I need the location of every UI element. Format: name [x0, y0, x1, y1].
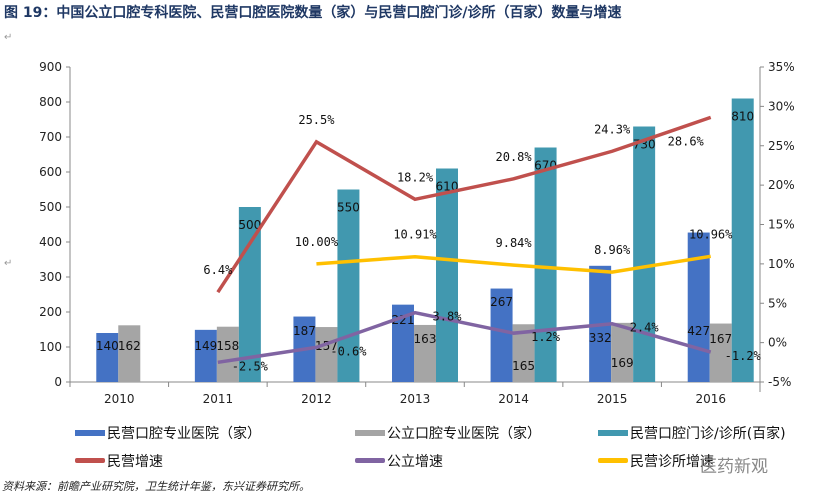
bar-0: [490, 288, 513, 382]
paragraph-mark: ↵: [4, 258, 13, 269]
bar-value-label: 162: [118, 339, 141, 353]
x-tick-label: 2015: [597, 392, 628, 406]
line-value-label: 9.84%: [496, 236, 533, 250]
line-value-label: 24.3%: [594, 122, 631, 136]
bar-value-label: 267: [490, 295, 513, 309]
legend-swatch: [75, 430, 105, 436]
line-value-label: -1.2%: [725, 349, 762, 363]
bar-value-label: 187: [293, 324, 316, 338]
bar-2: [534, 147, 557, 382]
line-value-label: 28.6%: [668, 134, 705, 148]
line-value-label: 10.96%: [689, 227, 733, 241]
x-tick-label: 2013: [400, 392, 431, 406]
bar-value-label: 169: [611, 356, 634, 370]
line-0: [216, 115, 712, 294]
line-value-label: 18.2%: [397, 170, 434, 184]
left-tick-label: 900: [39, 60, 62, 74]
left-tick-label: 0: [54, 375, 62, 389]
right-tick-label: 30%: [768, 99, 795, 113]
bar-value-label: 149: [194, 339, 217, 353]
bar-value-label: 167: [709, 332, 732, 346]
bar-value-label: 332: [589, 331, 612, 345]
bar-2: [731, 98, 754, 382]
right-tick-label: 5%: [768, 296, 787, 310]
bar-0: [194, 329, 217, 382]
line-2: [316, 254, 711, 274]
legend-swatch: [355, 458, 385, 463]
legend-swatch: [355, 430, 385, 436]
left-tick-label: 400: [39, 235, 62, 249]
left-tick-label: 700: [39, 130, 62, 144]
bar-0: [392, 304, 414, 382]
legend-label: 公立增速: [387, 454, 443, 470]
x-tick-label: 2010: [104, 392, 135, 406]
bar-value-label: 427: [687, 324, 710, 338]
right-tick-label: 15%: [768, 218, 795, 232]
bar-value-label: 158: [216, 339, 239, 353]
line-value-label: 10.91%: [393, 228, 437, 242]
line-value-label: 8.96%: [594, 243, 631, 257]
right-tick-label: 20%: [768, 178, 795, 192]
line-value-label: 2.4%: [630, 321, 660, 335]
x-tick-label: 2014: [498, 392, 529, 406]
legend-swatch: [598, 430, 628, 436]
right-tick-label: 25%: [768, 139, 795, 153]
bar-1: [118, 325, 141, 382]
bar-value-label: 550: [337, 201, 360, 215]
left-tick-label: 300: [39, 270, 62, 284]
bar-0: [687, 232, 710, 382]
watermark: 医药新观: [700, 457, 768, 477]
legend-label: 民营口腔门诊/诊所(百家): [630, 425, 786, 442]
line-value-label: 10.00%: [295, 235, 339, 249]
right-tick-label: 0%: [768, 336, 787, 350]
x-tick-label: 2011: [203, 392, 234, 406]
left-tick-label: 200: [39, 305, 62, 319]
line-value-label: -2.5%: [232, 359, 269, 373]
left-tick-label: 500: [39, 200, 62, 214]
line-value-label: 1.2%: [531, 330, 561, 344]
x-tick-label: 2016: [695, 392, 726, 406]
bar-1: [709, 323, 732, 382]
bar-0: [96, 333, 119, 382]
line-1: [217, 310, 712, 365]
bar-value-label: 810: [731, 110, 754, 124]
bar-2: [633, 126, 656, 382]
bar-1: [216, 326, 239, 382]
bar-value-label: 163: [414, 332, 437, 346]
source-note: 资料来源：前瞻产业研究院，卫生统计年鉴，东兴证券研究所。: [2, 480, 310, 493]
right-tick-label: -5%: [768, 375, 791, 389]
left-tick-label: 600: [39, 165, 62, 179]
line-value-label: 6.4%: [203, 263, 233, 277]
legend-label: 民营增速: [107, 454, 163, 470]
line-value-label: -0.6%: [330, 344, 367, 358]
bar-value-label: 140: [96, 339, 119, 353]
bar-2: [436, 168, 458, 382]
line-value-label: 25.5%: [298, 113, 335, 127]
bar-1: [611, 322, 634, 382]
bar-value-label: 165: [512, 359, 535, 373]
legend-label: 民营诊所增速: [630, 454, 714, 470]
bar-value-label: 500: [238, 218, 261, 232]
chart-title: 图 19：中国公立口腔专科医院、民营口腔医院数量（家）与民营口腔门诊/诊所（百家…: [4, 5, 622, 21]
left-tick-label: 800: [39, 95, 62, 109]
right-tick-label: 35%: [768, 60, 795, 74]
left-tick-label: 100: [39, 340, 62, 354]
line-value-label: 3.8%: [433, 310, 463, 324]
legend-label: 公立口腔专业医院（家）: [387, 425, 541, 442]
bar-1: [414, 324, 436, 382]
right-tick-label: 10%: [768, 257, 795, 271]
bar-1: [512, 324, 535, 382]
paragraph-mark: ↵: [4, 32, 13, 43]
line-value-label: 20.8%: [496, 150, 533, 164]
x-tick-label: 2012: [301, 392, 332, 406]
legend-swatch: [75, 458, 105, 463]
legend-swatch: [598, 458, 628, 463]
legend-label: 民营口腔专业医院（家）: [107, 425, 261, 442]
